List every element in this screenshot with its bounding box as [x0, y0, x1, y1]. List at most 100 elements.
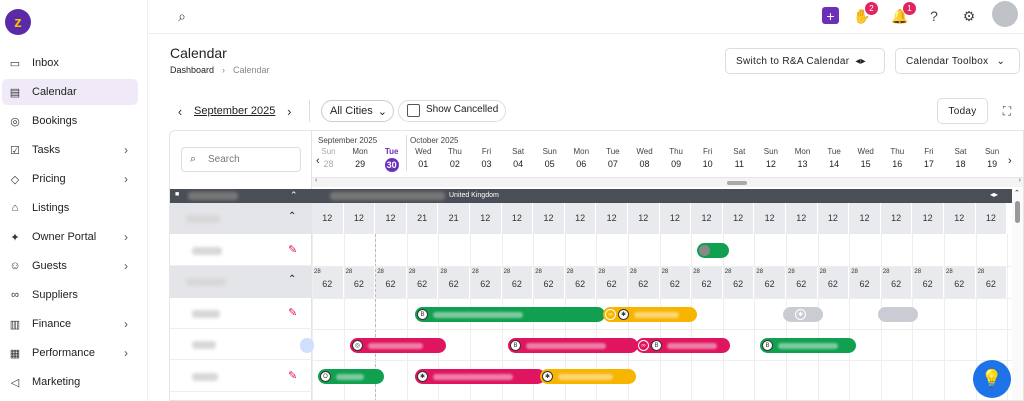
price-cell[interactable]: 28 62	[501, 266, 533, 298]
scrollbar-thumb[interactable]	[727, 181, 747, 185]
price-cell[interactable]: 12	[470, 203, 501, 234]
booking-bar[interactable]: ∞ B	[636, 338, 730, 353]
price-cell[interactable]: 28 62	[564, 266, 596, 298]
price-cell[interactable]: 12	[944, 203, 975, 234]
price-cell[interactable]: 28 62	[628, 266, 659, 298]
prev-month-icon[interactable]: ‹	[177, 103, 183, 119]
blocked-bar[interactable]	[878, 307, 918, 322]
show-cancelled-checkbox[interactable]	[407, 104, 420, 117]
booking-bar[interactable]	[697, 243, 729, 258]
chevron-up-icon[interactable]: ⌃	[290, 190, 298, 200]
price-cell[interactable]: 12	[722, 203, 754, 234]
sidebar-item-owner-portal[interactable]: ✦ Owner Portal ›	[2, 224, 138, 250]
price-cell[interactable]: 28 62	[375, 266, 406, 298]
price-cell[interactable]: 21	[438, 203, 469, 234]
price-cell[interactable]: 12	[533, 203, 564, 234]
help-circle-icon[interactable]: ?	[930, 8, 938, 24]
sidebar-item-pricing[interactable]: ◇ Pricing ›	[2, 166, 138, 192]
price-cell[interactable]: 12	[312, 203, 343, 234]
month-label[interactable]: September 2025	[194, 105, 276, 117]
booking-bar[interactable]: B	[760, 338, 856, 353]
scroll-left-icon[interactable]: ‹	[316, 155, 320, 167]
price-cell[interactable]: 28 62	[849, 266, 880, 298]
booking-bar[interactable]: ✱	[415, 369, 545, 384]
today-button[interactable]: Today	[937, 98, 988, 124]
price-cell[interactable]: 28 62	[912, 266, 943, 298]
listing-row[interactable]: ✎	[170, 360, 312, 392]
cleaning-icon[interactable]: ✎	[288, 307, 298, 319]
listing-row[interactable]: ✎	[170, 234, 312, 266]
bell-icon[interactable]: 🔔 1	[890, 2, 916, 26]
hand-icon[interactable]: ✋ 2	[852, 2, 878, 26]
sidebar-item-tasks[interactable]: ☑ Tasks ›	[2, 137, 138, 163]
price-cell[interactable]: 12	[501, 203, 533, 234]
cleaning-icon[interactable]: ✎	[288, 244, 298, 256]
price-cell[interactable]: 28 62	[438, 266, 469, 298]
booking-bar[interactable]: B	[415, 307, 605, 322]
sidebar-item-suppliers[interactable]: ∞ Suppliers	[2, 282, 138, 308]
chevron-up-icon[interactable]: ⌃	[288, 274, 297, 285]
price-cell[interactable]: 12	[975, 203, 1007, 234]
sidebar-item-marketing[interactable]: ◁ Marketing	[2, 369, 138, 395]
scroll-right-icon[interactable]: ›	[1008, 155, 1012, 167]
price-cell[interactable]: 28 62	[880, 266, 912, 298]
price-cell[interactable]: 12	[754, 203, 785, 234]
show-cancelled-toggle[interactable]	[398, 100, 506, 122]
help-bulb-icon[interactable]: 💡	[973, 360, 1011, 398]
price-cell[interactable]: 28 62	[470, 266, 501, 298]
sidebar-item-inbox[interactable]: ▭ Inbox	[2, 50, 138, 76]
scroll-up-arrow-icon[interactable]: ⌃	[1014, 190, 1020, 197]
price-cell[interactable]: 12	[849, 203, 880, 234]
cleaning-icon[interactable]: ✎	[288, 370, 298, 382]
booking-bar[interactable]: ◎	[350, 338, 446, 353]
price-cell[interactable]: 28 62	[722, 266, 754, 298]
switch-calendar-button[interactable]: Switch to R&A Calendar ◂▸	[725, 48, 885, 74]
avatar[interactable]	[992, 1, 1018, 27]
price-cell[interactable]: 12	[628, 203, 659, 234]
booking-bar[interactable]: ∞ ✱	[603, 307, 697, 322]
vertical-scrollbar[interactable]: ⌃	[1012, 189, 1023, 400]
search-icon[interactable]: ⌕	[178, 7, 186, 24]
gear-icon[interactable]: ⚙	[962, 7, 976, 24]
chevron-up-icon[interactable]: ⌃	[288, 211, 297, 222]
calendar-toolbox-button[interactable]: Calendar Toolbox ⌄	[895, 48, 1020, 74]
price-cell[interactable]: 28 62	[533, 266, 564, 298]
scrollbar-thumb[interactable]	[1015, 201, 1020, 223]
price-cell[interactable]: 21	[406, 203, 438, 234]
price-cell[interactable]: 28 62	[596, 266, 627, 298]
price-cell[interactable]: 28 62	[406, 266, 438, 298]
price-cell[interactable]: 12	[880, 203, 912, 234]
sidebar-item-calendar[interactable]: ▤ Calendar	[2, 79, 138, 105]
sidebar-item-performance[interactable]: ▦ Performance ›	[2, 340, 138, 366]
fullscreen-icon[interactable]: ⛶	[1002, 103, 1012, 118]
sidebar-item-listings[interactable]: ⌂ Listings	[2, 195, 138, 221]
blocked-bar[interactable]: ✱	[783, 307, 823, 322]
price-cell[interactable]: 28 62	[343, 266, 375, 298]
listing-row[interactable]: ✎	[170, 298, 312, 329]
price-cell[interactable]: 28 62	[312, 266, 343, 298]
price-cell[interactable]: 28 62	[691, 266, 722, 298]
add-icon[interactable]: +	[822, 7, 839, 24]
cities-select[interactable]: All Cities ⌄	[321, 100, 394, 122]
price-cell[interactable]: 12	[691, 203, 722, 234]
price-cell[interactable]: 12	[564, 203, 596, 234]
breadcrumb-root[interactable]: Dashboard	[170, 65, 215, 75]
price-cell[interactable]: 12	[817, 203, 849, 234]
logo-icon[interactable]: z	[5, 9, 31, 35]
sidebar-item-bookings[interactable]: ◎ Bookings	[2, 108, 138, 134]
booking-bar[interactable]: B	[508, 338, 638, 353]
booking-bar[interactable]	[300, 338, 314, 353]
booking-bar[interactable]: ✱	[540, 369, 636, 384]
booking-bar[interactable]: O	[318, 369, 384, 384]
price-cell[interactable]: 12	[786, 203, 817, 234]
search-input[interactable]: ⌕ Search	[181, 147, 301, 172]
collapse-icon[interactable]: ◂▸	[990, 190, 999, 199]
price-cell[interactable]: 12	[343, 203, 375, 234]
sidebar-item-guests[interactable]: ☺ Guests ›	[2, 253, 138, 279]
next-month-icon[interactable]: ›	[287, 103, 292, 119]
price-cell[interactable]: 12	[659, 203, 691, 234]
price-cell[interactable]: 28 62	[944, 266, 975, 298]
scroll-left-arrow-icon[interactable]: ‹	[315, 177, 318, 184]
scroll-right-arrow-icon[interactable]: ›	[1018, 177, 1021, 184]
price-cell[interactable]: 12	[596, 203, 627, 234]
